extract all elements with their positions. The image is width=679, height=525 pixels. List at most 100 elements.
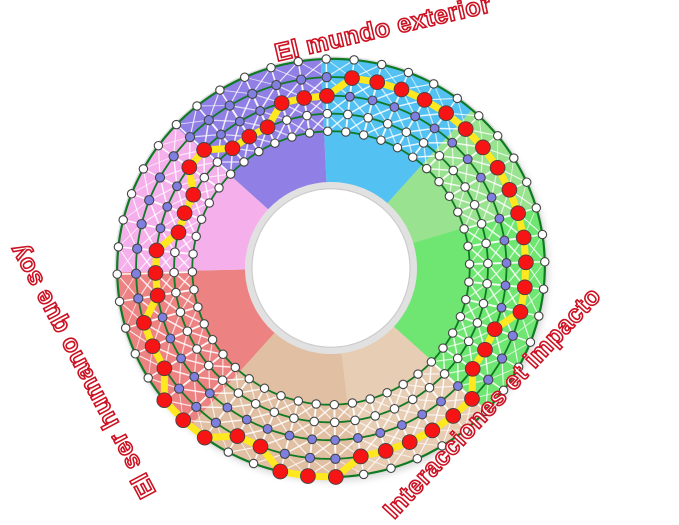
node-r3-s2[interactable] <box>517 280 532 295</box>
node-r3-s44[interactable] <box>476 140 491 155</box>
node-r2-s28[interactable] <box>163 202 172 211</box>
node-r2-s11[interactable] <box>376 429 385 438</box>
node-r1-s32[interactable] <box>225 141 240 156</box>
node-r3-s26[interactable] <box>133 244 142 253</box>
node-r4-s29[interactable] <box>139 165 147 173</box>
node-r1-s7[interactable] <box>440 370 449 379</box>
node-r1-s2[interactable] <box>483 279 492 288</box>
node-r0-s1[interactable] <box>465 260 473 268</box>
node-r4-s5[interactable] <box>514 363 522 371</box>
node-r4-s47[interactable] <box>532 204 540 212</box>
node-r0-s3[interactable] <box>462 295 470 303</box>
node-r0-s46[interactable] <box>454 208 462 216</box>
node-r0-s23[interactable] <box>194 303 202 311</box>
node-r3-s11[interactable] <box>378 444 393 459</box>
node-r2-s25[interactable] <box>148 266 163 281</box>
node-r2-s47[interactable] <box>495 214 504 223</box>
node-r4-s28[interactable] <box>127 190 135 198</box>
node-r2-s23[interactable] <box>158 313 167 322</box>
node-r0-s47[interactable] <box>460 225 468 233</box>
node-r0-s24[interactable] <box>190 286 198 294</box>
node-r4-s22[interactable] <box>131 350 139 358</box>
node-r4-s11[interactable] <box>387 464 395 472</box>
node-r2-s31[interactable] <box>197 143 212 158</box>
node-r4-s35[interactable] <box>267 63 275 71</box>
node-r1-s22[interactable] <box>183 327 192 336</box>
node-r0-s31[interactable] <box>226 170 234 178</box>
node-r1-s45[interactable] <box>461 183 470 192</box>
node-r0-s4[interactable] <box>456 313 464 321</box>
node-r2-s22[interactable] <box>166 334 175 343</box>
node-r4-s20[interactable] <box>157 393 172 408</box>
node-r1-s19[interactable] <box>218 376 227 385</box>
node-r2-s8[interactable] <box>437 397 446 406</box>
node-r4-s37[interactable] <box>322 55 330 63</box>
node-r2-s13[interactable] <box>331 436 340 445</box>
node-r1-s17[interactable] <box>251 400 260 409</box>
node-r4-s31[interactable] <box>172 120 180 128</box>
node-r0-s11[interactable] <box>366 395 374 403</box>
node-r3-s1[interactable] <box>519 255 534 270</box>
node-r3-s25[interactable] <box>132 269 141 278</box>
node-r4-s9[interactable] <box>438 442 446 450</box>
node-r4-s34[interactable] <box>241 73 249 81</box>
node-r4-s6[interactable] <box>499 386 507 394</box>
node-r1-s5[interactable] <box>464 337 473 346</box>
node-r0-s13[interactable] <box>330 401 338 409</box>
node-r0-s2[interactable] <box>465 278 473 286</box>
node-r4-s15[interactable] <box>273 464 288 479</box>
node-r0-s6[interactable] <box>439 344 447 352</box>
node-r0-s25[interactable] <box>188 268 196 276</box>
node-r0-s19[interactable] <box>231 363 239 371</box>
node-r0-s38[interactable] <box>342 128 350 136</box>
node-r0-s44[interactable] <box>435 178 443 186</box>
node-r0-s43[interactable] <box>423 164 431 172</box>
node-r4-s12[interactable] <box>360 470 368 478</box>
node-r3-s38[interactable] <box>345 71 360 86</box>
node-r2-s10[interactable] <box>398 421 407 430</box>
node-r2-s18[interactable] <box>223 403 232 412</box>
node-r2-s6[interactable] <box>465 361 480 376</box>
node-r3-s0[interactable] <box>516 230 531 245</box>
node-r1-s41[interactable] <box>402 128 411 137</box>
node-r4-s36[interactable] <box>294 57 302 65</box>
node-r3-s39[interactable] <box>370 75 385 90</box>
node-r0-s34[interactable] <box>271 139 279 147</box>
node-r3-s45[interactable] <box>490 160 505 175</box>
node-r4-s46[interactable] <box>523 178 531 186</box>
node-r0-s14[interactable] <box>312 400 320 408</box>
node-r3-s16[interactable] <box>253 439 268 454</box>
node-r0-s30[interactable] <box>215 184 223 192</box>
node-r2-s0[interactable] <box>500 236 509 245</box>
node-r1-s44[interactable] <box>449 166 458 175</box>
node-r0-s21[interactable] <box>208 336 216 344</box>
node-r4-s27[interactable] <box>119 216 127 224</box>
node-r0-s17[interactable] <box>260 384 268 392</box>
node-r1-s13[interactable] <box>330 418 339 427</box>
node-r3-s32[interactable] <box>204 116 213 125</box>
node-r3-s21[interactable] <box>157 361 172 376</box>
node-r3-s19[interactable] <box>192 402 201 411</box>
node-r4-s44[interactable] <box>494 132 502 140</box>
node-r0-s20[interactable] <box>219 350 227 358</box>
node-r1-s1[interactable] <box>484 259 493 268</box>
node-r4-s40[interactable] <box>404 68 412 76</box>
node-r1-s47[interactable] <box>477 220 486 229</box>
node-r0-s36[interactable] <box>305 129 313 137</box>
node-r1-s37[interactable] <box>323 109 332 118</box>
node-r1-s46[interactable] <box>470 201 479 210</box>
node-r4-s19[interactable] <box>176 413 191 428</box>
node-r1-s20[interactable] <box>204 361 213 370</box>
node-r2-s44[interactable] <box>463 155 472 164</box>
node-r1-s40[interactable] <box>383 120 392 129</box>
node-r4-s10[interactable] <box>413 455 421 463</box>
node-r1-s29[interactable] <box>186 187 201 202</box>
node-r1-s0[interactable] <box>482 239 491 248</box>
node-r4-s33[interactable] <box>216 86 224 94</box>
node-r3-s34[interactable] <box>248 89 257 98</box>
node-r3-s5[interactable] <box>497 354 506 363</box>
node-r2-s32[interactable] <box>217 130 226 139</box>
node-r3-s46[interactable] <box>502 182 517 197</box>
node-r1-s36[interactable] <box>303 111 312 120</box>
node-r0-s42[interactable] <box>409 153 417 161</box>
